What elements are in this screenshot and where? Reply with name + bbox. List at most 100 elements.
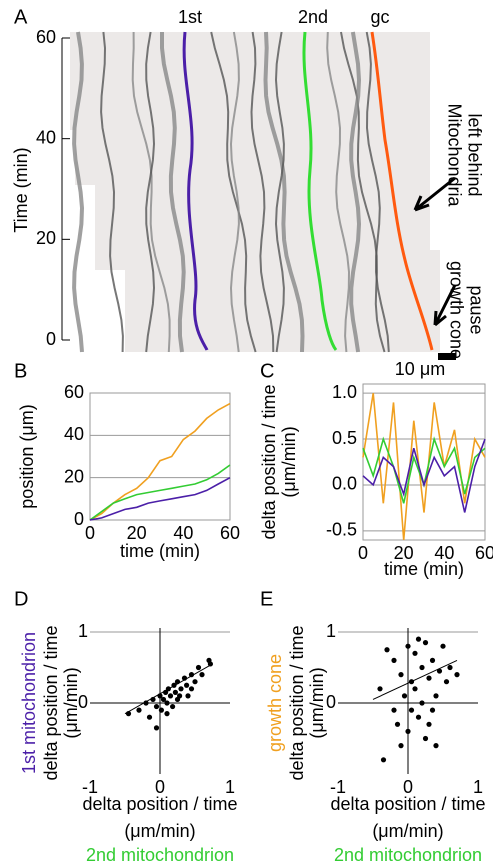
point: [377, 686, 383, 692]
point: [426, 721, 432, 727]
point: [419, 700, 425, 706]
point: [160, 696, 167, 703]
y-tick-label: 40: [36, 127, 56, 147]
point: [391, 707, 397, 713]
streak: [72, 31, 85, 353]
point: [195, 664, 202, 671]
y-tick-label: 0: [46, 329, 56, 349]
point: [415, 636, 422, 642]
x-axis-label: 2nd mitochondrion: [86, 845, 234, 862]
y-axis-label: delta position / time: [259, 384, 279, 539]
point: [188, 672, 195, 678]
point: [412, 650, 418, 656]
y-tick-label: 0: [326, 692, 336, 712]
point: [405, 728, 411, 735]
annotation: pause: [466, 285, 486, 334]
x-axis-label: (μm/min): [124, 821, 195, 841]
panel-label: C: [260, 360, 274, 382]
streak: [210, 31, 257, 353]
streak: [100, 31, 124, 353]
point: [188, 686, 195, 692]
trace-1st: [182, 31, 209, 351]
x-tick-label: 60: [475, 543, 493, 563]
streak: [160, 32, 186, 353]
point: [443, 679, 450, 685]
y-tick-label: 60: [64, 382, 84, 402]
streak: [365, 31, 390, 353]
point: [184, 682, 190, 688]
x-tick-label: 0: [403, 777, 413, 797]
panel-label: E: [260, 588, 273, 610]
arrow: [413, 176, 456, 212]
point: [391, 657, 397, 664]
streak: [145, 31, 156, 353]
y-axis-label: (μm/min): [307, 667, 327, 738]
x-axis-label: delta position / time: [82, 794, 237, 814]
y-tick-label: 1.0: [332, 382, 357, 402]
trace-gc: [370, 31, 434, 351]
point: [408, 707, 415, 713]
point: [153, 725, 160, 731]
point: [440, 643, 446, 649]
streak: [229, 31, 240, 353]
fit-line: [124, 663, 213, 715]
scale-label: 10 μm: [395, 359, 445, 379]
y-axis-label: delta position / time: [287, 625, 307, 780]
y-axis-label: (μm/min): [61, 667, 81, 738]
x-tick-label: 60: [220, 523, 240, 543]
x-tick-label: 0: [155, 777, 165, 797]
y-tick-label: 1: [78, 621, 88, 641]
point: [405, 643, 411, 649]
point: [454, 672, 460, 678]
point: [429, 707, 436, 713]
point: [164, 711, 170, 717]
point: [146, 714, 153, 720]
annotation: Mitochondria: [444, 103, 464, 207]
point: [398, 672, 404, 678]
kymograph-streaks: [72, 31, 390, 353]
y-tick-label: 20: [64, 466, 84, 486]
series-line: [89, 402, 231, 521]
panel-label: D: [14, 588, 28, 610]
point: [172, 689, 178, 695]
point: [167, 693, 174, 699]
x-axis-label: time (min): [120, 541, 200, 561]
trace-label: gc: [370, 7, 389, 27]
y-axis-label: position (μm): [17, 404, 37, 508]
x-tick-label: 1: [225, 777, 235, 797]
streak: [326, 31, 351, 353]
y-tick-label: 20: [36, 228, 56, 248]
point: [153, 703, 160, 710]
point: [433, 743, 439, 749]
annotation: growth cone: [446, 261, 466, 359]
point: [398, 743, 404, 749]
point: [185, 693, 191, 699]
annotation: left behind: [464, 113, 484, 196]
x-tick-label: -1: [330, 777, 346, 797]
scale-bar: [438, 353, 456, 360]
streak: [131, 31, 171, 353]
panel-label: B: [14, 360, 27, 382]
y-tick-label: 40: [64, 424, 84, 444]
point: [158, 707, 164, 713]
y-tick-label: 0: [74, 509, 84, 529]
plot-frame: [362, 383, 486, 541]
point: [447, 664, 453, 671]
series-line: [362, 393, 486, 541]
y-tick-label: 0.0: [332, 474, 357, 494]
point: [401, 693, 408, 699]
point: [174, 696, 181, 703]
series-line: [89, 464, 231, 521]
y-tick-label: -0.5: [326, 520, 357, 540]
x-tick-label: 0: [85, 523, 95, 543]
streak: [250, 31, 275, 353]
y-axis-label: Time (min): [11, 147, 31, 232]
streak: [263, 31, 305, 353]
point: [419, 664, 425, 671]
x-tick-label: -1: [82, 777, 98, 797]
point: [207, 661, 213, 667]
point: [192, 679, 198, 685]
fit-line: [372, 659, 458, 700]
